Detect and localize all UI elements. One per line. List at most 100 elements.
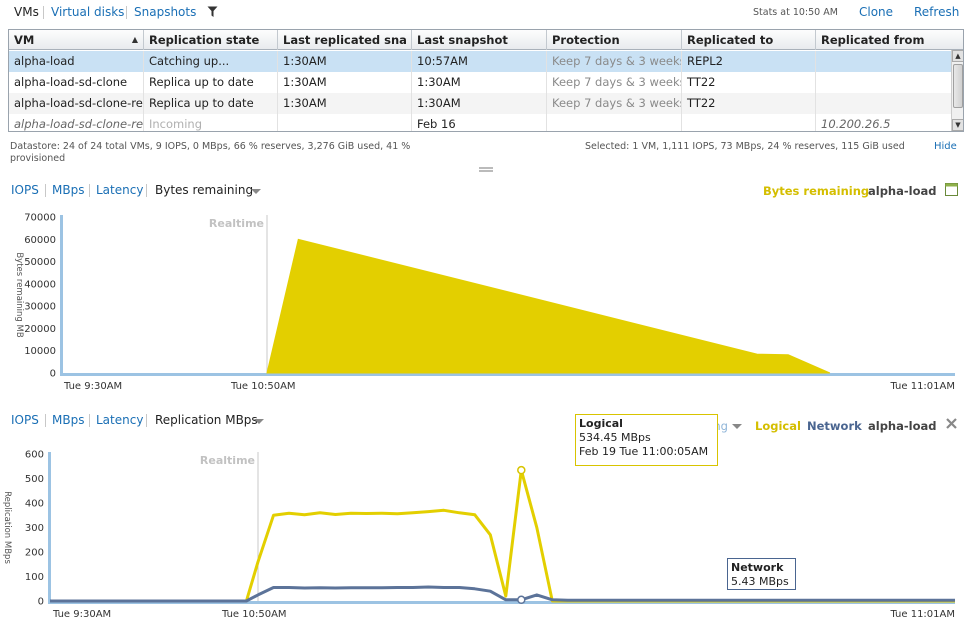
y-tick-label: 30000 [24, 302, 56, 313]
cell-protection: Keep 7 days & 3 weeks [547, 51, 682, 72]
stats-timestamp: Stats at 10:50 AM [753, 7, 838, 18]
scroll-thumb[interactable] [953, 64, 963, 108]
cell-last-replicated: 1:30AM [278, 93, 412, 114]
tooltip-title: Network [731, 561, 784, 574]
column-header-last-replicated[interactable]: Last replicated sna [278, 30, 412, 50]
cell-replicated-to [682, 114, 816, 131]
table-row[interactable]: alpha-load-sd-clone Replica up to date 1… [9, 72, 951, 93]
network-tooltip: Network 5.43 MBps [727, 558, 796, 590]
tab-vms[interactable]: VMs [14, 5, 39, 19]
column-header-vm[interactable]: VM ▲ [9, 30, 144, 50]
y-tick-label: 0 [50, 369, 56, 380]
table-header: VM ▲ Replication state Last replicated s… [9, 30, 963, 50]
chart1-tab-mbps[interactable]: MBps [52, 183, 85, 197]
y-tick-label: 10000 [24, 346, 56, 357]
table-row[interactable]: alpha-load Catching up... 1:30AM 10:57AM… [9, 51, 951, 72]
column-header-replication-state[interactable]: Replication state [144, 30, 278, 50]
tooltip-title: Logical [579, 417, 623, 430]
clone-button[interactable]: Clone [859, 5, 894, 19]
hide-button[interactable]: Hide [934, 141, 957, 152]
column-header-last-snapshot[interactable]: Last snapshot [412, 30, 547, 50]
resize-grip-icon[interactable] [479, 167, 493, 172]
chart1-tab-latency[interactable]: Latency [96, 183, 144, 197]
tab-divider [146, 184, 147, 197]
refresh-button[interactable]: Refresh [914, 5, 960, 19]
chart1-legend-bytes-remaining[interactable]: Bytes remaining [763, 184, 870, 198]
cell-vm: alpha-load-sd-clone-repli [9, 114, 144, 131]
cell-protection [547, 114, 682, 131]
cell-vm: alpha-load-sd-clone-rep [9, 93, 144, 114]
table-scrollbar[interactable]: ▲ ▼ [951, 50, 963, 131]
logical-hover-marker [517, 465, 526, 475]
cell-last-snapshot: 1:30AM [412, 72, 547, 93]
x-tick-label: Tue 10:50AM [230, 381, 296, 392]
y-axis [48, 452, 51, 603]
cell-vm: alpha-load-sd-clone [9, 72, 144, 93]
calendar-icon[interactable] [945, 183, 958, 196]
scroll-down-icon[interactable]: ▼ [952, 119, 963, 131]
tooltip-value: 5.43 MBps [731, 575, 789, 588]
vm-table: VM ▲ Replication state Last replicated s… [8, 29, 964, 132]
tab-divider [89, 414, 90, 427]
chart2-legend-network[interactable]: Network [807, 419, 862, 433]
chevron-down-icon[interactable] [254, 419, 264, 424]
x-tick-label: Tue 11:01AM [889, 381, 955, 392]
cell-state: Incoming [144, 114, 278, 131]
close-icon[interactable] [946, 418, 957, 429]
y-tick-label: 100 [25, 572, 44, 583]
column-label: VM [14, 33, 35, 47]
chart2-metric-dropdown[interactable]: Replication MBps [155, 413, 258, 427]
chart2-tab-mbps[interactable]: MBps [52, 413, 85, 427]
network-series-line [50, 585, 955, 603]
y-tick-label: 400 [25, 499, 44, 510]
y-tick-label: 20000 [24, 324, 56, 335]
scroll-up-icon[interactable]: ▲ [952, 50, 963, 62]
tab-virtual-disks[interactable]: Virtual disks [51, 5, 125, 19]
chart1-metric-dropdown[interactable]: Bytes remaining [155, 183, 254, 197]
table-row[interactable]: alpha-load-sd-clone-rep Replica up to da… [9, 93, 951, 114]
chart2-legend-vm: alpha-load [868, 419, 937, 433]
y-tick-label: 200 [25, 548, 44, 559]
chevron-down-icon[interactable] [732, 424, 742, 429]
cell-replicated-from [816, 72, 951, 93]
y-tick-label: 60000 [24, 235, 56, 246]
column-header-replicated-to[interactable]: Replicated to [682, 30, 816, 50]
column-header-protection[interactable]: Protection [547, 30, 682, 50]
cell-last-snapshot: 10:57AM [412, 51, 547, 72]
y-tick-label: 40000 [24, 279, 56, 290]
y-tick-label: 600 [25, 450, 44, 461]
cell-last-replicated: 1:30AM [278, 72, 412, 93]
y-axis [60, 215, 63, 375]
y-axis-label: Bytes remaining MB [14, 252, 24, 338]
cell-replicated-from [816, 51, 951, 72]
cell-protection: Keep 7 days & 3 weeks [547, 93, 682, 114]
datastore-summary-line: Datastore: 24 of 24 total VMs, 9 IOPS, 0… [10, 141, 411, 152]
y-tick-label: 0 [38, 597, 44, 608]
tab-divider [126, 6, 127, 19]
y-axis-label: Replication MBps [2, 491, 12, 564]
chevron-down-icon[interactable] [251, 189, 261, 194]
top-tab-bar: VMs Virtual disks Snapshots Stats at 10:… [0, 0, 972, 26]
realtime-label: Realtime [200, 454, 255, 467]
chart2-tab-iops[interactable]: IOPS [11, 413, 39, 427]
x-axis [60, 373, 955, 376]
y-tick-label: 50000 [24, 257, 56, 268]
cell-replicated-from [816, 93, 951, 114]
x-tick-label: Tue 9:30AM [52, 609, 111, 620]
x-axis [48, 601, 955, 604]
chart2-legend-logical[interactable]: Logical [755, 419, 801, 433]
datastore-summary: Datastore: 24 of 24 total VMs, 9 IOPS, 0… [10, 141, 450, 165]
funnel-icon[interactable] [207, 6, 218, 18]
tab-snapshots[interactable]: Snapshots [134, 5, 197, 19]
network-hover-marker [517, 595, 526, 605]
tab-divider [146, 414, 147, 427]
column-header-replicated-from[interactable]: Replicated from [821, 33, 925, 47]
cell-replicated-to: TT22 [682, 72, 816, 93]
chart1-tab-iops[interactable]: IOPS [11, 183, 39, 197]
tab-divider [45, 184, 46, 197]
table-row[interactable]: alpha-load-sd-clone-repli Incoming Feb 1… [9, 114, 951, 131]
cell-replicated-to: REPL2 [682, 51, 816, 72]
cell-last-replicated: 1:30AM [278, 51, 412, 72]
y-tick-label: 300 [25, 523, 44, 534]
chart2-tab-latency[interactable]: Latency [96, 413, 144, 427]
